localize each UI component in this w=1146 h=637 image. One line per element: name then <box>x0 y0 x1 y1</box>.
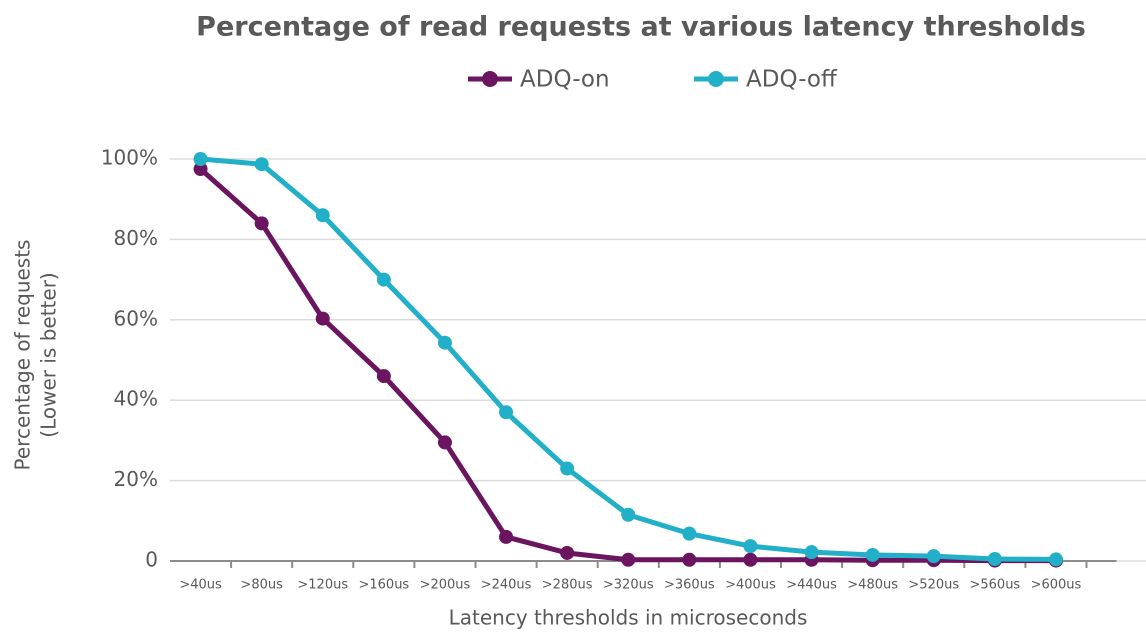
data-point <box>193 152 208 166</box>
data-point <box>621 552 636 567</box>
data-point <box>254 157 269 172</box>
x-tick-label: >120us <box>297 578 348 593</box>
y-tick-label: 20% <box>114 467 158 491</box>
data-point <box>376 369 391 384</box>
data-point <box>804 545 819 560</box>
data-point <box>926 549 941 564</box>
data-point <box>560 461 575 476</box>
x-tick-label: >240us <box>481 578 532 593</box>
x-tick-label: >520us <box>908 578 959 593</box>
data-point <box>437 335 452 350</box>
y-tick-label: 80% <box>114 226 158 250</box>
legend-label: ADQ-on <box>520 67 610 93</box>
y-axis-label: Percentage of requests <box>11 240 35 471</box>
data-point <box>743 539 758 554</box>
data-point <box>254 216 269 231</box>
y-axis-label: (Lower is better) <box>37 272 61 437</box>
x-tick-label: >480us <box>847 578 898 593</box>
y-tick-label: 40% <box>114 387 158 411</box>
data-point <box>987 551 1002 566</box>
y-tick-label: 60% <box>114 306 158 330</box>
legend-swatch <box>708 71 724 87</box>
data-point <box>682 526 697 541</box>
data-point <box>437 435 452 450</box>
x-tick-label: >200us <box>420 578 471 593</box>
x-tick-label: >80us <box>240 578 283 593</box>
x-tick-label: >40us <box>179 578 222 593</box>
x-tick-label: >600us <box>1031 578 1082 593</box>
data-point <box>621 507 636 522</box>
data-point <box>1048 552 1063 567</box>
data-point <box>315 311 330 326</box>
x-tick-label: >440us <box>786 578 837 593</box>
data-point <box>499 529 514 544</box>
data-point <box>682 552 697 567</box>
data-point <box>865 547 880 562</box>
data-point <box>743 552 758 567</box>
data-point <box>499 405 514 420</box>
y-tick-label: 0 <box>145 548 158 572</box>
data-point <box>315 208 330 223</box>
data-point <box>193 162 208 177</box>
series-line <box>198 167 1056 564</box>
chart-title: Percentage of read requests at various l… <box>196 12 1086 43</box>
data-point <box>560 545 575 560</box>
x-tick-label: >320us <box>603 578 654 593</box>
x-axis-label: Latency thresholds in microseconds <box>449 606 808 630</box>
legend-label: ADQ-off <box>746 67 838 93</box>
x-tick-label: >360us <box>664 578 715 593</box>
y-tick-label: 100% <box>101 146 158 170</box>
legend-swatch <box>482 71 498 87</box>
x-tick-label: >280us <box>542 578 593 593</box>
data-point <box>376 272 391 287</box>
series-line <box>200 156 1056 562</box>
x-tick-label: >400us <box>725 578 776 593</box>
x-tick-label: >160us <box>358 578 409 593</box>
x-tick-label: >560us <box>969 578 1020 593</box>
